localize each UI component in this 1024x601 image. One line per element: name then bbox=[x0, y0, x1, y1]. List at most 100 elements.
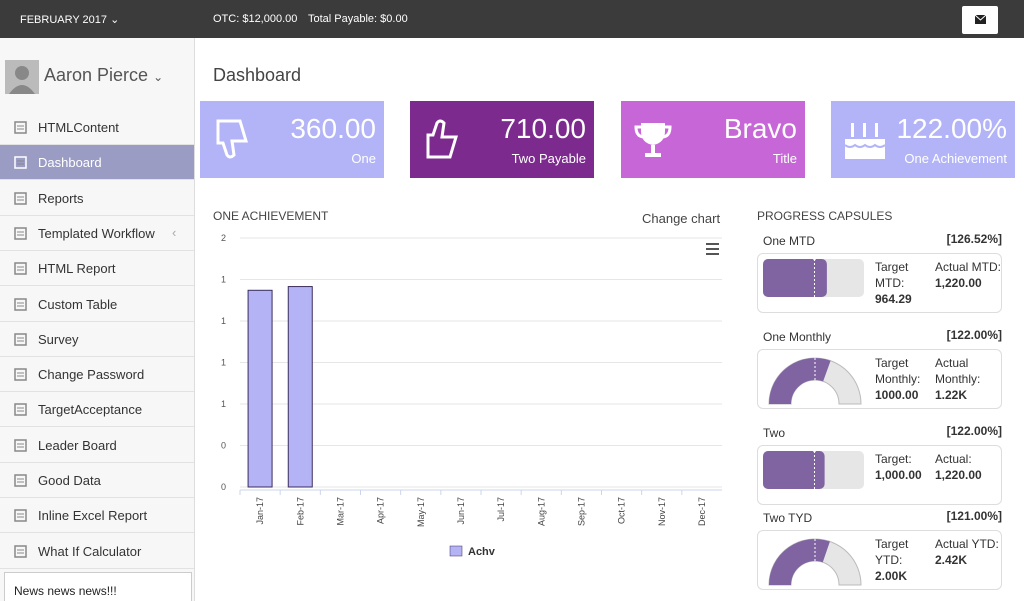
legend-swatch bbox=[449, 545, 463, 557]
menu-label[interactable]: Dashboard bbox=[38, 155, 102, 171]
top-bar: FEBRUARY 2017 ⌄ OTC: $12,000.00 Total Pa… bbox=[0, 0, 1024, 38]
capsule-target: Target YTD: 2.00K bbox=[875, 536, 935, 584]
news-text: News news news!!! bbox=[14, 584, 117, 598]
capsule-name: One Monthly bbox=[763, 330, 832, 344]
mail-button[interactable] bbox=[962, 6, 998, 34]
menu-icon bbox=[14, 403, 27, 417]
capsule-percent: [122.00%] bbox=[946, 424, 1002, 438]
menu-item[interactable]: Inline Excel Report bbox=[0, 498, 194, 534]
menu-label[interactable]: Custom Table bbox=[38, 296, 118, 312]
x-tick-label: May-17 bbox=[416, 497, 426, 527]
capsule-chart bbox=[768, 351, 862, 405]
period[interactable]: FEBRUARY 2017 bbox=[20, 14, 108, 26]
otc: OTC: $12,000.00 bbox=[213, 13, 298, 25]
page-title: Dashboard bbox=[213, 65, 302, 85]
user-name[interactable]: Aaron Pierce bbox=[44, 65, 149, 85]
y-tick-label: 1 bbox=[221, 358, 226, 368]
actual-value: 1.22K bbox=[935, 388, 968, 402]
menu-icon bbox=[14, 191, 27, 205]
menu-item[interactable]: HTML Report bbox=[0, 251, 194, 287]
menu-item[interactable]: TargetAcceptance bbox=[0, 392, 194, 428]
x-tick-label: Oct-17 bbox=[617, 497, 627, 524]
menu-icon bbox=[14, 297, 27, 311]
capsule-chart bbox=[763, 254, 864, 297]
card-label: One bbox=[351, 151, 376, 166]
menu-label[interactable]: Good Data bbox=[38, 473, 101, 488]
menu-icon bbox=[14, 333, 27, 346]
actual-label: Actual YTD: bbox=[935, 537, 999, 551]
menu-item[interactable]: Good Data bbox=[0, 463, 194, 498]
card-icon bbox=[426, 119, 459, 159]
capsule-box bbox=[757, 530, 1002, 590]
capsule-actual: Actual Monthly: 1.22K bbox=[935, 355, 1001, 403]
menu-label[interactable]: HTML Report bbox=[38, 261, 116, 277]
progress-fill bbox=[763, 451, 825, 489]
stat-card: 360.00 One bbox=[200, 101, 384, 178]
x-tick-label: Jun-17 bbox=[456, 497, 466, 525]
expand-arrow: ‹ bbox=[172, 224, 177, 240]
menu-label[interactable]: Templated Workflow bbox=[38, 225, 155, 241]
menu-item[interactable]: What If Calculator bbox=[0, 534, 194, 569]
menu-icon bbox=[14, 368, 27, 381]
menu-label[interactable]: Leader Board bbox=[38, 437, 117, 453]
card-icon bbox=[216, 119, 249, 159]
period-selector[interactable]: FEBRUARY 2017 ⌄ bbox=[20, 14, 120, 26]
y-tick-label: 1 bbox=[221, 399, 226, 409]
menu-item[interactable]: Survey bbox=[0, 322, 194, 357]
menu-item[interactable]: Change Password bbox=[0, 357, 194, 393]
progress-fill bbox=[763, 259, 827, 297]
change-chart[interactable]: Change chart bbox=[642, 211, 721, 226]
news-box[interactable]: News news news!!! bbox=[4, 572, 192, 601]
capsule-actual: Actual YTD: 2.42K bbox=[935, 536, 1001, 568]
capsule-box bbox=[757, 349, 1002, 409]
menu-icon bbox=[14, 227, 27, 240]
actual-label: Actual Monthly: bbox=[935, 356, 981, 386]
menu-label[interactable]: Survey bbox=[38, 331, 79, 347]
capsule-target: Target MTD: 964.29 bbox=[875, 259, 935, 307]
menu-label[interactable]: Change Password bbox=[38, 367, 145, 383]
bar bbox=[247, 289, 273, 488]
y-tick-label: 2 bbox=[221, 233, 226, 243]
menu-item[interactable]: HTMLContent bbox=[0, 110, 194, 145]
capsule-percent: [126.52%] bbox=[946, 232, 1002, 246]
menu-item[interactable]: Templated Workflow ‹ bbox=[0, 216, 194, 251]
menu-item[interactable]: Custom Table bbox=[0, 287, 194, 322]
menu-label[interactable]: Inline Excel Report bbox=[38, 508, 148, 524]
capsule-percent: [121.00%] bbox=[946, 509, 1002, 523]
total-payable: Total Payable: $0.00 bbox=[308, 13, 408, 25]
capsule-chart bbox=[768, 532, 862, 586]
x-tick-label: Sep-17 bbox=[576, 497, 586, 526]
card-value: 710.00 bbox=[500, 113, 586, 144]
menu-icon bbox=[14, 544, 27, 558]
actual-value: 1,220.00 bbox=[935, 468, 982, 482]
menu-label[interactable]: HTMLContent bbox=[38, 120, 119, 135]
menu-label[interactable]: TargetAcceptance bbox=[38, 402, 143, 418]
menu-icon bbox=[14, 509, 27, 523]
menu-icon bbox=[14, 156, 27, 170]
user-menu[interactable]: Aaron Pierce ⌄ bbox=[44, 65, 164, 85]
target-label: Target Monthly: bbox=[875, 356, 921, 386]
menu-item[interactable]: Leader Board bbox=[0, 428, 194, 463]
card-value: 360.00 bbox=[290, 113, 376, 144]
capsule-target: Target Monthly: 1000.00 bbox=[875, 355, 935, 403]
chart-menu[interactable] bbox=[706, 243, 719, 255]
menu-label[interactable]: Reports bbox=[38, 190, 84, 206]
card-icon bbox=[634, 123, 672, 157]
gauge-fill bbox=[769, 358, 831, 404]
target-label: Target: bbox=[875, 452, 912, 466]
x-tick-label: Dec-17 bbox=[697, 497, 707, 526]
capsule-percent: [122.00%] bbox=[946, 328, 1002, 342]
gauge-fill bbox=[769, 539, 830, 585]
menu-label[interactable]: What If Calculator bbox=[38, 543, 142, 559]
y-tick-label: 0 bbox=[221, 441, 226, 451]
menu-item[interactable]: Dashboard bbox=[0, 145, 194, 181]
avatar bbox=[5, 60, 39, 94]
menu-icon bbox=[14, 474, 27, 487]
stat-card: 710.00 Two Payable bbox=[410, 101, 594, 178]
x-tick-label: Jul-17 bbox=[496, 497, 506, 522]
menu-item[interactable]: Reports bbox=[0, 181, 194, 216]
target-value: 1000.00 bbox=[875, 388, 919, 402]
mail-icon bbox=[974, 14, 987, 24]
